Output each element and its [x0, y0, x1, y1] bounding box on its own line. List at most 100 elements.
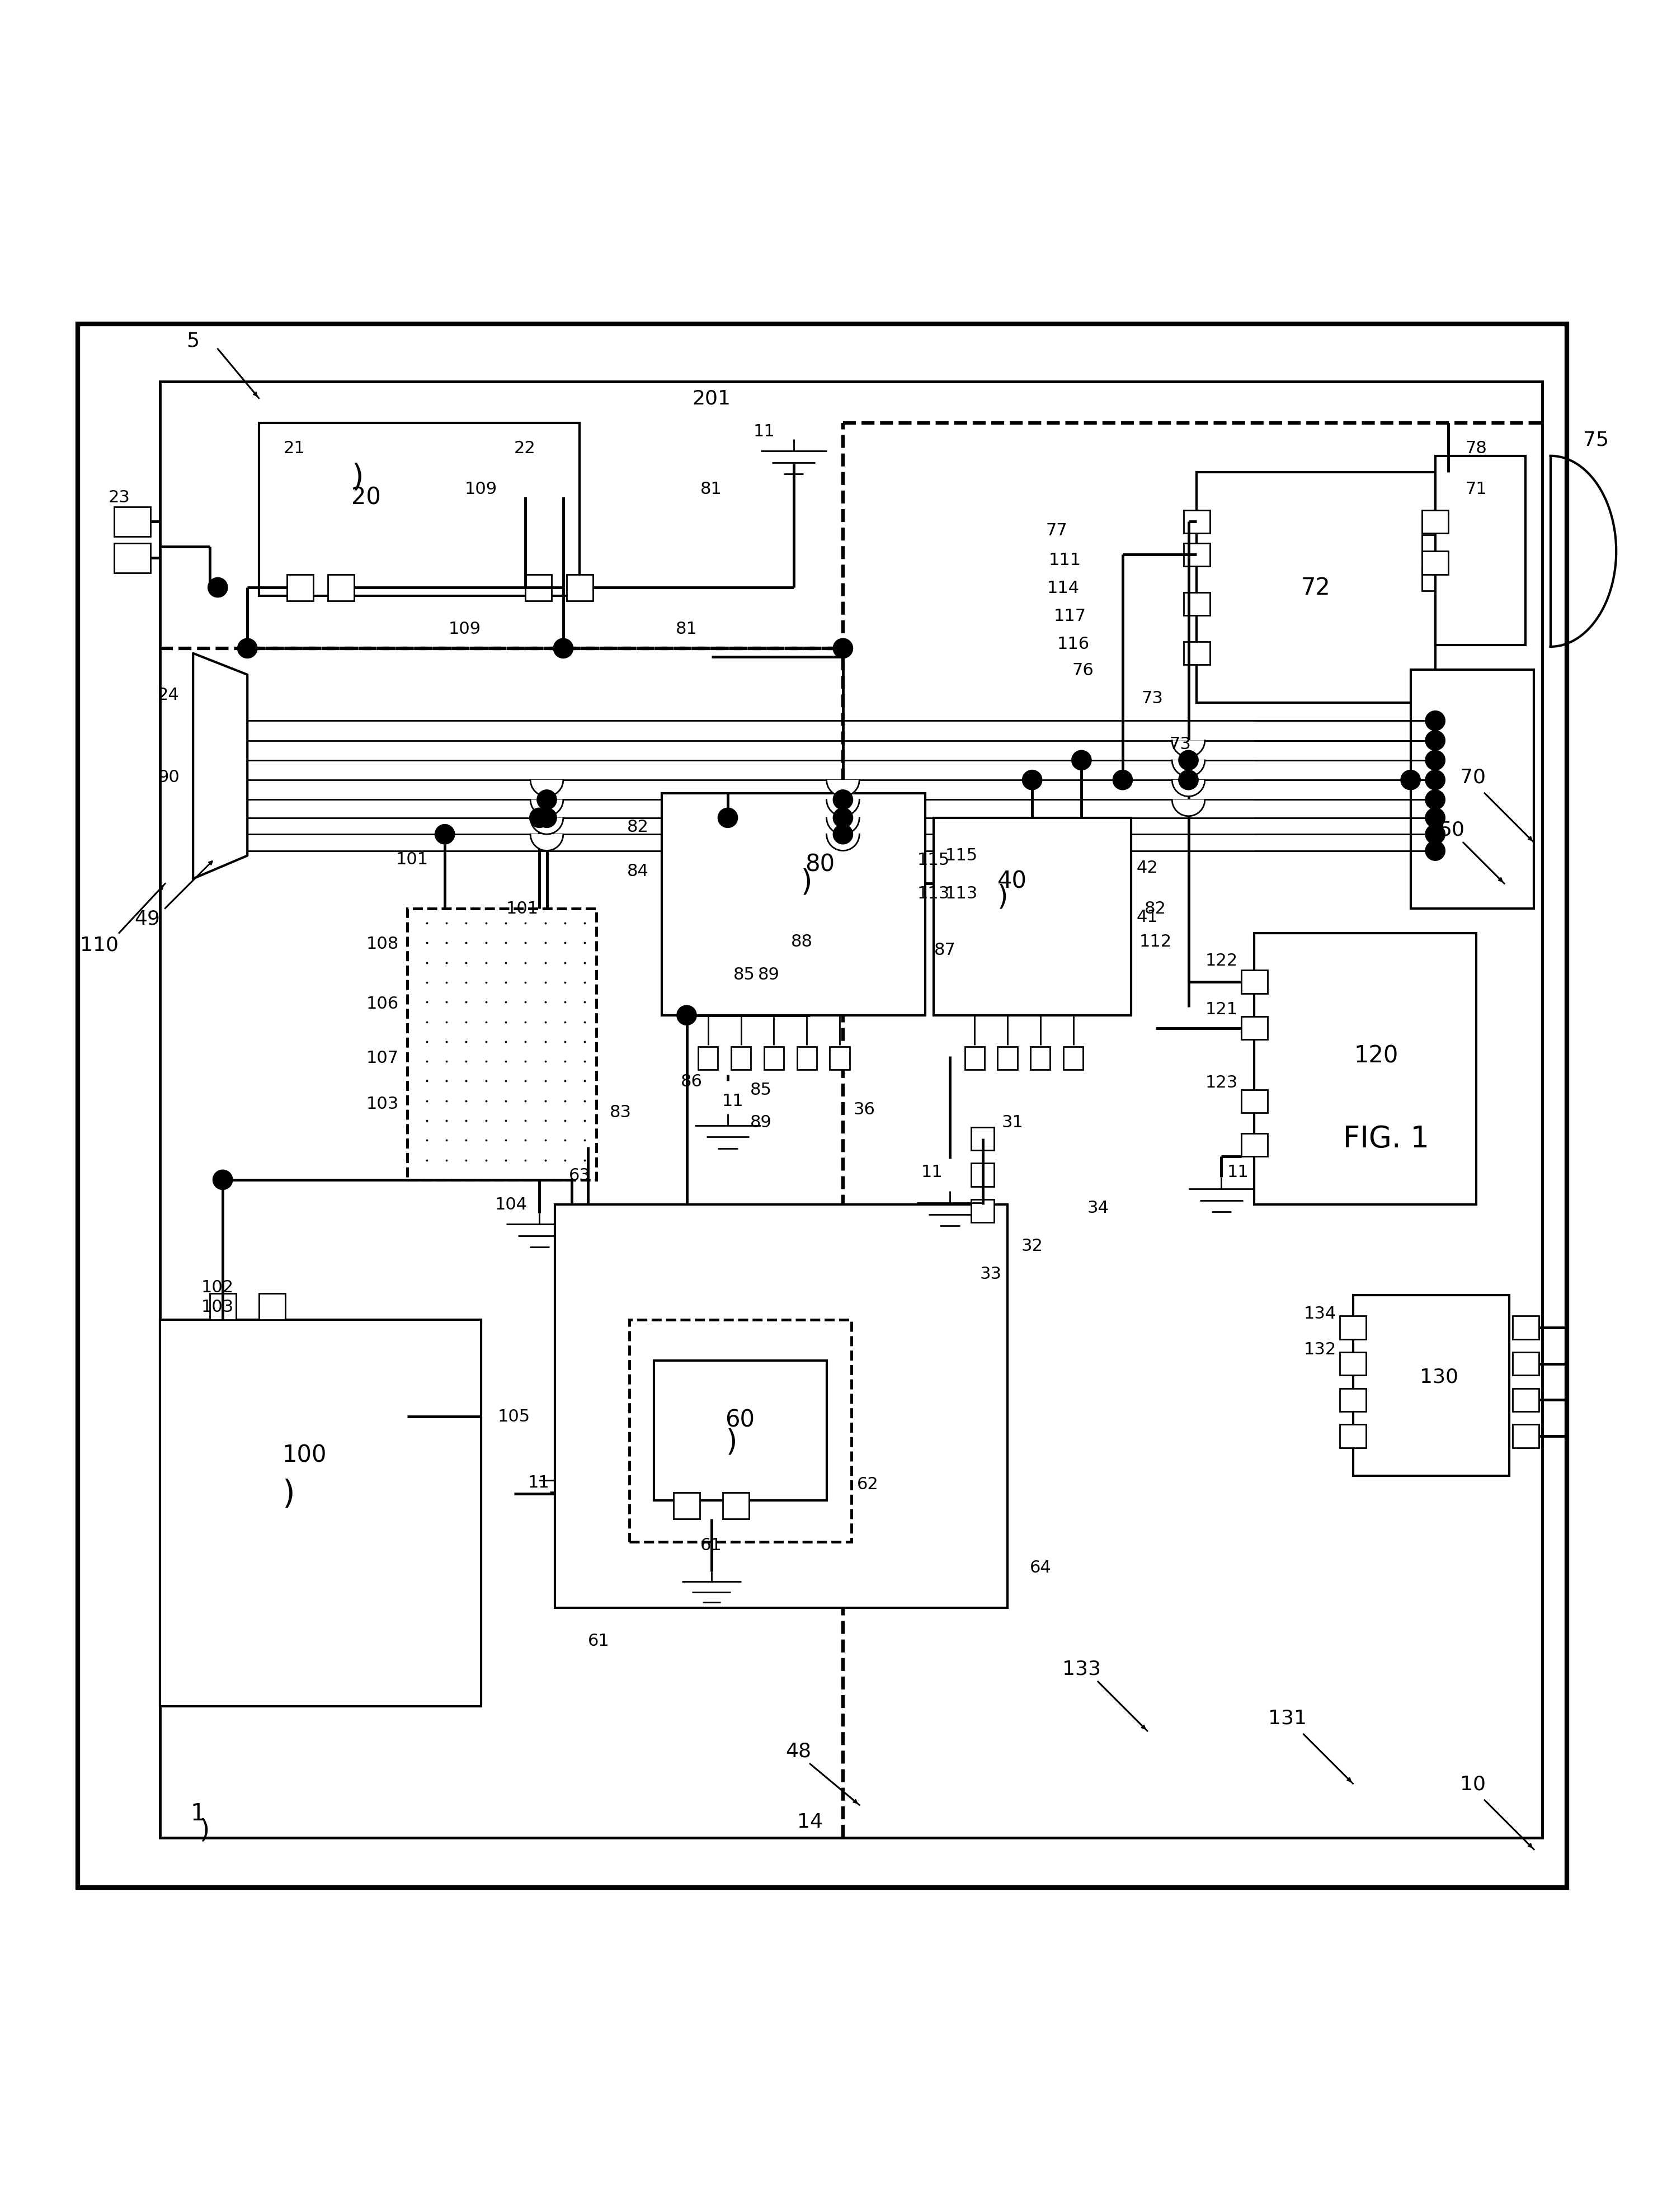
Text: ): ) [352, 462, 364, 493]
Circle shape [833, 825, 853, 845]
Bar [1341, 1352, 1365, 1376]
Text: 106: 106 [367, 995, 398, 1011]
Text: 20: 20 [350, 487, 380, 509]
Circle shape [1425, 750, 1445, 770]
Text: 86: 86 [681, 1073, 703, 1091]
Text: 123: 123 [1205, 1075, 1238, 1091]
Text: 48: 48 [785, 1741, 812, 1761]
Bar [797, 1046, 817, 1071]
Circle shape [208, 577, 228, 597]
Circle shape [435, 825, 455, 845]
Circle shape [1425, 807, 1445, 827]
Text: 131: 131 [1268, 1708, 1306, 1728]
Text: ): ) [283, 1478, 294, 1511]
Text: 107: 107 [367, 1051, 398, 1066]
Text: 85: 85 [750, 1082, 772, 1097]
Bar [1241, 971, 1268, 993]
Bar [1512, 1316, 1539, 1338]
Bar [1184, 544, 1210, 566]
Text: 10: 10 [1460, 1774, 1486, 1794]
Bar [1422, 568, 1448, 591]
Text: 61: 61 [701, 1537, 722, 1553]
Text: 101: 101 [395, 852, 428, 867]
Text: 81: 81 [701, 480, 722, 498]
Text: 34: 34 [1088, 1199, 1109, 1217]
Text: 133: 133 [1063, 1659, 1101, 1679]
Text: FIG. 1: FIG. 1 [1342, 1124, 1428, 1152]
Text: 75: 75 [1584, 431, 1608, 449]
Text: 61: 61 [588, 1632, 610, 1648]
Text: 116: 116 [1056, 635, 1089, 653]
Bar [1184, 511, 1210, 533]
Bar [698, 1046, 717, 1071]
Bar [1422, 535, 1448, 557]
Text: 120: 120 [1354, 1044, 1398, 1066]
Circle shape [1425, 790, 1445, 810]
Text: 111: 111 [1048, 551, 1081, 568]
Text: 63: 63 [569, 1168, 590, 1183]
Circle shape [238, 639, 258, 659]
Text: 24: 24 [157, 686, 179, 703]
Circle shape [1179, 770, 1198, 790]
Bar [965, 1046, 985, 1071]
Text: 89: 89 [750, 1115, 772, 1130]
Text: 132: 132 [1304, 1340, 1337, 1358]
Text: 87: 87 [934, 942, 955, 958]
Text: 80: 80 [805, 854, 835, 876]
Text: 14: 14 [797, 1812, 823, 1832]
Text: 121: 121 [1205, 1002, 1238, 1018]
Text: 105: 105 [498, 1409, 531, 1425]
Text: 50: 50 [1438, 821, 1465, 838]
Bar [1422, 551, 1448, 575]
Text: 83: 83 [610, 1104, 631, 1119]
Circle shape [537, 807, 557, 827]
Bar [972, 1164, 995, 1186]
Text: 71: 71 [1466, 480, 1488, 498]
Bar [630, 1321, 851, 1542]
Bar [731, 1046, 750, 1071]
Text: 134: 134 [1304, 1305, 1337, 1321]
Text: 21: 21 [284, 440, 306, 456]
Bar [1184, 641, 1210, 666]
Text: 201: 201 [693, 389, 731, 409]
Bar [1341, 1316, 1365, 1338]
Text: 49: 49 [134, 909, 160, 929]
Circle shape [833, 790, 853, 810]
Bar [260, 422, 580, 595]
Bar [673, 1493, 699, 1520]
Text: 11: 11 [754, 422, 775, 440]
Text: 11: 11 [1227, 1164, 1248, 1181]
Text: ): ) [802, 867, 813, 896]
Text: 101: 101 [506, 900, 539, 916]
Bar [526, 575, 552, 602]
Text: 103: 103 [202, 1298, 233, 1314]
Bar [160, 383, 1542, 1838]
Text: 22: 22 [514, 440, 536, 456]
Text: 114: 114 [1046, 580, 1079, 595]
Text: 41: 41 [1137, 909, 1159, 925]
Text: 32: 32 [1022, 1239, 1043, 1254]
Bar [722, 1493, 749, 1520]
Circle shape [554, 639, 574, 659]
Bar [830, 1046, 850, 1071]
Bar [1512, 1352, 1539, 1376]
Text: 115: 115 [946, 847, 977, 863]
Text: 82: 82 [1144, 900, 1167, 916]
Text: 89: 89 [759, 967, 780, 982]
Bar [114, 507, 150, 538]
Text: 33: 33 [980, 1265, 1002, 1283]
Text: 23: 23 [107, 489, 131, 507]
Bar [1241, 1018, 1268, 1040]
Text: ): ) [200, 1818, 210, 1843]
Text: 78: 78 [1466, 440, 1488, 456]
Text: 36: 36 [853, 1102, 874, 1117]
Text: 102: 102 [202, 1279, 233, 1294]
Text: 11: 11 [722, 1093, 744, 1108]
Text: 108: 108 [367, 936, 398, 951]
Text: 11: 11 [527, 1473, 549, 1491]
Text: 122: 122 [1205, 953, 1238, 969]
Text: 103: 103 [367, 1095, 398, 1113]
Bar [1063, 1046, 1083, 1071]
Text: 73: 73 [1141, 690, 1164, 706]
Bar [1341, 1425, 1365, 1449]
